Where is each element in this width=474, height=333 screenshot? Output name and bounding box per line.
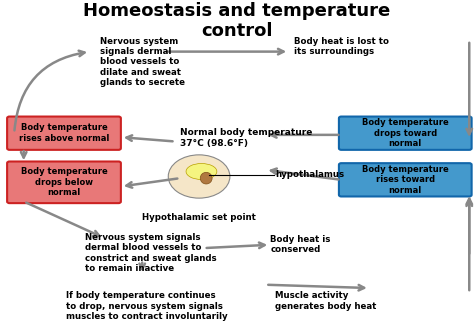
Circle shape xyxy=(168,155,230,198)
Ellipse shape xyxy=(186,164,217,179)
Text: If body temperature continues
to drop, nervous system signals
muscles to contrac: If body temperature continues to drop, n… xyxy=(66,291,228,321)
Text: Homeostasis and temperature: Homeostasis and temperature xyxy=(83,2,391,20)
FancyBboxPatch shape xyxy=(7,162,121,203)
FancyBboxPatch shape xyxy=(339,117,472,150)
Text: Body temperature
rises toward
normal: Body temperature rises toward normal xyxy=(362,165,449,195)
Text: Normal body temperature
37°C (98.6°F): Normal body temperature 37°C (98.6°F) xyxy=(180,128,312,148)
Text: Muscle activity
generates body heat: Muscle activity generates body heat xyxy=(275,291,376,311)
Text: Nervous system
signals dermal
blood vessels to
dilate and sweat
glands to secret: Nervous system signals dermal blood vess… xyxy=(100,37,184,87)
Text: Body heat is
conserved: Body heat is conserved xyxy=(270,235,330,254)
Text: Body temperature
rises above normal: Body temperature rises above normal xyxy=(19,124,109,143)
FancyBboxPatch shape xyxy=(339,163,472,196)
FancyBboxPatch shape xyxy=(7,117,121,150)
Text: Body temperature
drops below
normal: Body temperature drops below normal xyxy=(20,167,108,197)
Ellipse shape xyxy=(200,172,212,184)
Text: Body temperature
drops toward
normal: Body temperature drops toward normal xyxy=(362,118,449,148)
Text: Nervous system signals
dermal blood vessels to
constrict and sweat glands
to rem: Nervous system signals dermal blood vess… xyxy=(85,233,217,273)
Text: control: control xyxy=(201,22,273,40)
Text: hypothalamus: hypothalamus xyxy=(275,170,344,179)
Text: Body heat is lost to
its surroundings: Body heat is lost to its surroundings xyxy=(294,37,389,56)
Text: Hypothalamic set point: Hypothalamic set point xyxy=(142,213,256,222)
